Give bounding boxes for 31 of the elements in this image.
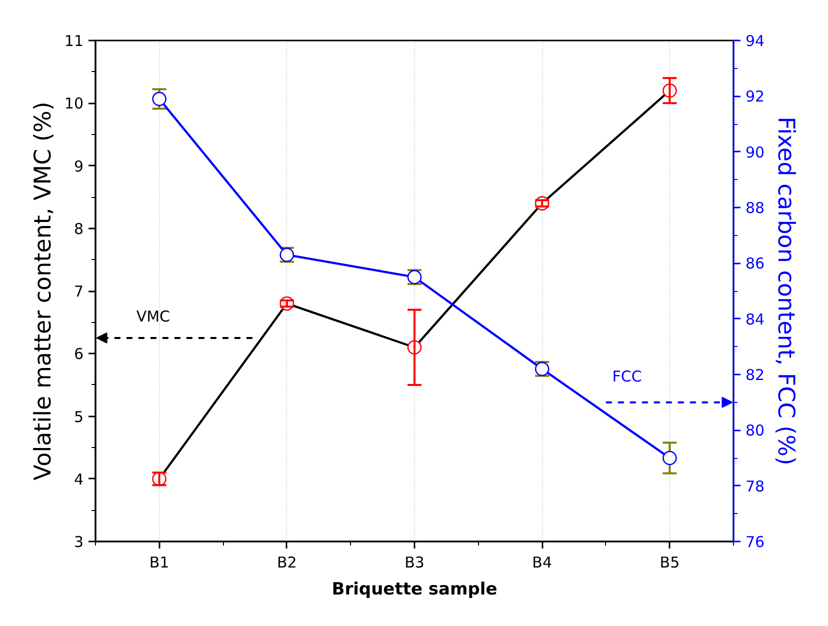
y2-tick-label: 76 — [746, 533, 765, 551]
y-tick-label: 8 — [74, 220, 84, 238]
x-tick-label: B3 — [404, 554, 424, 572]
text: VMC — [136, 307, 170, 326]
x-tick-label: B2 — [276, 554, 297, 572]
y-tick-label: 5 — [74, 408, 84, 426]
y-tick-label: 3 — [74, 533, 84, 551]
point — [152, 92, 166, 106]
y2-tick-label: 80 — [746, 422, 765, 440]
series-label: FCC — [612, 368, 642, 386]
y2-tick-label: 90 — [746, 143, 765, 162]
x-axis-title: Briquette sample — [332, 580, 498, 600]
y2-tick-label: 82 — [746, 366, 765, 384]
y-tick-label: 7 — [74, 282, 84, 300]
y2-tick-label: 78 — [746, 477, 765, 496]
y-tick-label: 4 — [74, 470, 84, 488]
y-tick-label: 6 — [74, 345, 84, 364]
y-tick-label: 9 — [74, 157, 84, 176]
x-tick-label: B1 — [149, 554, 170, 572]
y2-tick-label: 84 — [746, 310, 765, 328]
y2-axis-title: Fixed carbon content, FCC (%) — [772, 116, 799, 466]
y2-tick-label: 86 — [746, 254, 765, 273]
x-tick-label: B4 — [532, 554, 552, 572]
y-axis-title: Volatile matter content, VMC (%) — [30, 102, 56, 480]
y2-tick-label: 94 — [746, 32, 765, 50]
y2-tick-label: 92 — [746, 88, 765, 106]
x-tick-label: B5 — [660, 554, 680, 572]
y2-tick-label: 88 — [746, 199, 765, 217]
y-tick-label: 11 — [64, 32, 84, 50]
point — [662, 450, 677, 466]
y-tick-label: 10 — [64, 94, 84, 113]
